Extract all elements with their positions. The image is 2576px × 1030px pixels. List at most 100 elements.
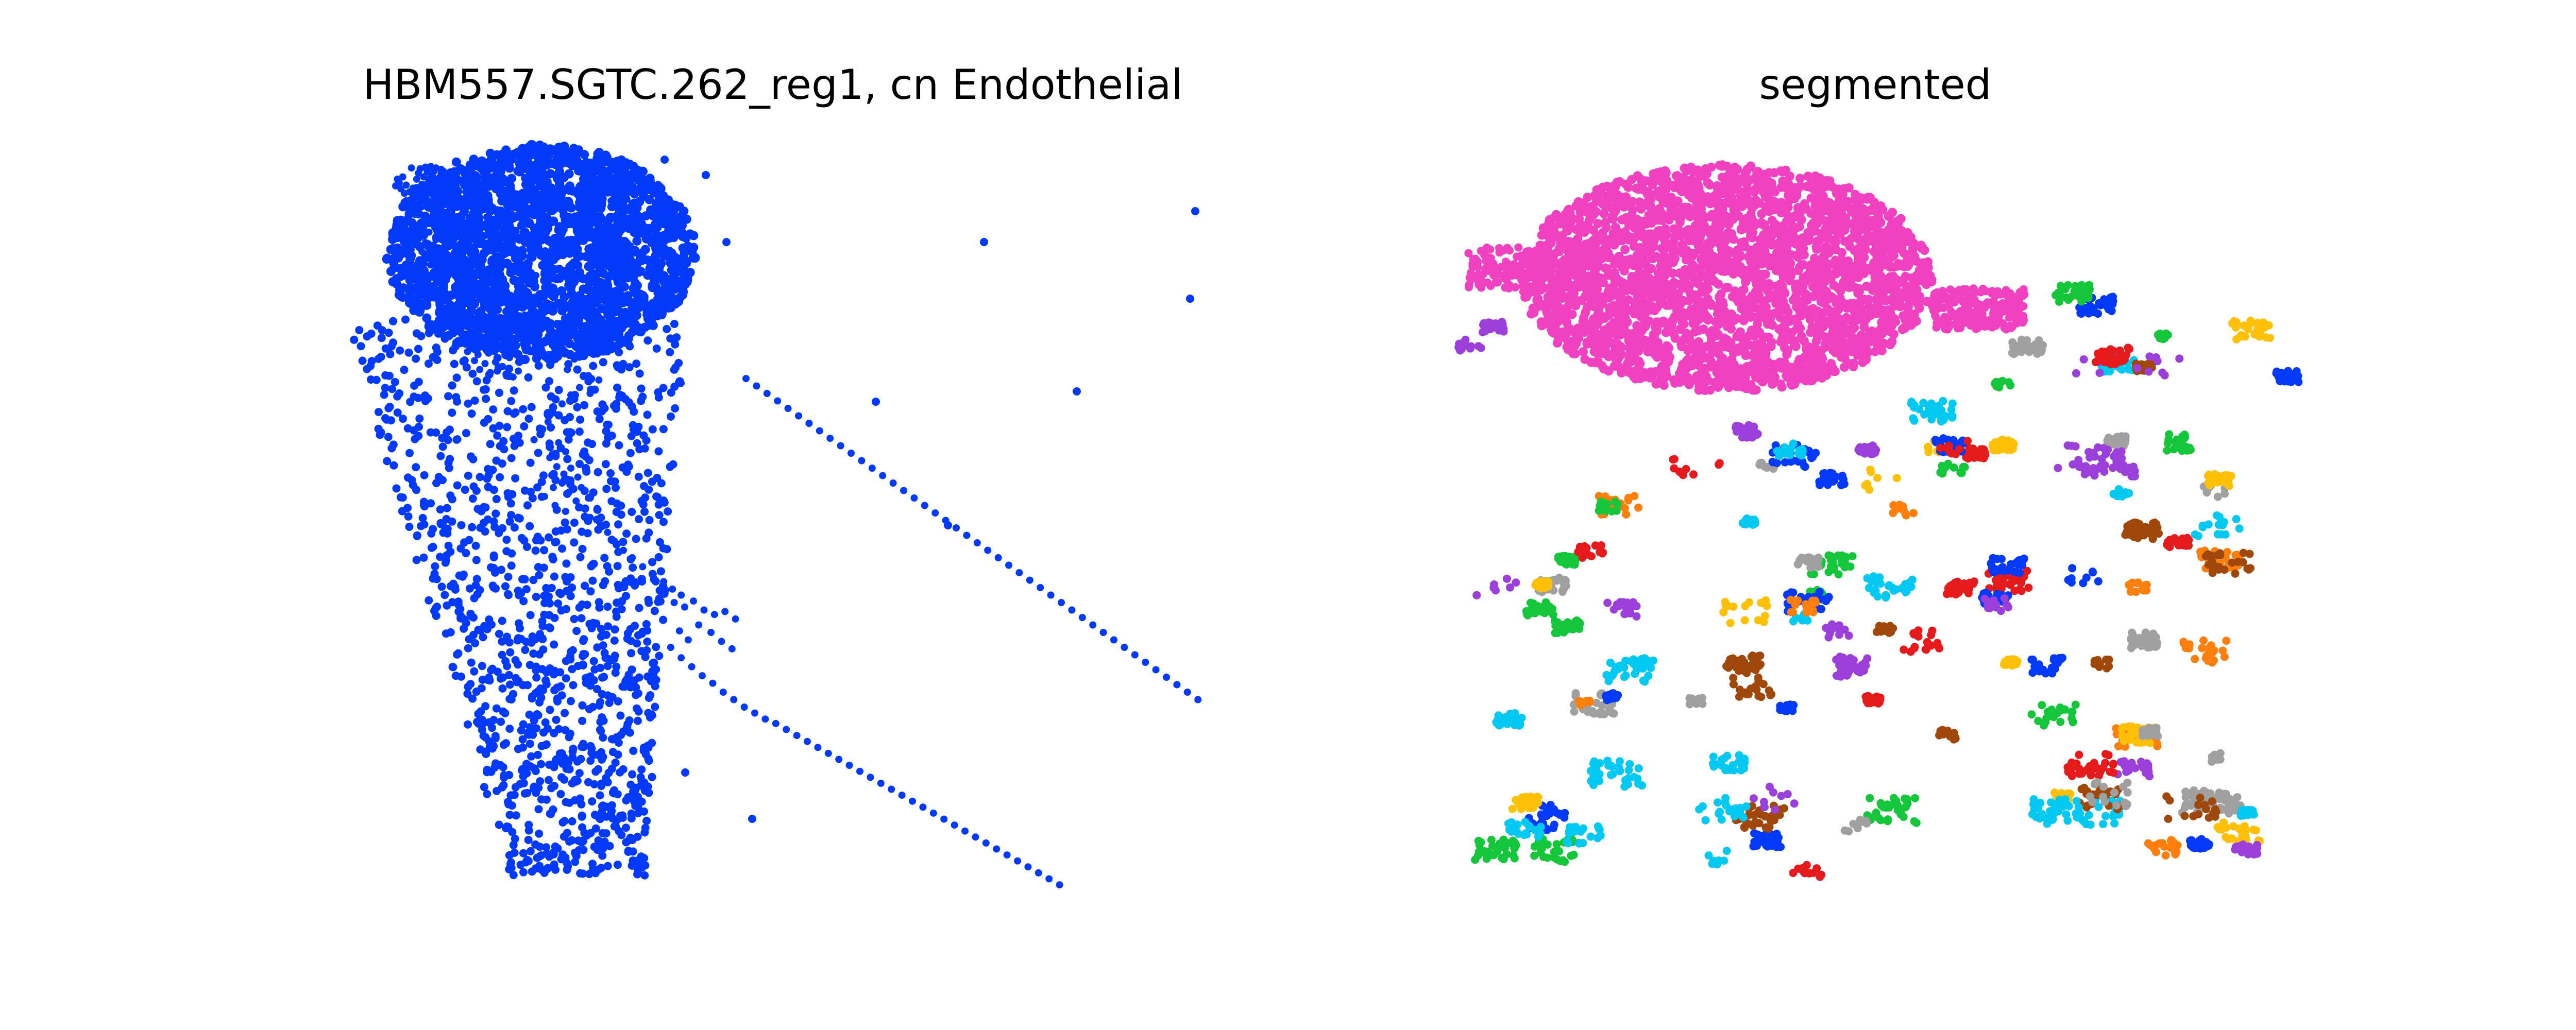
cell-point	[496, 473, 504, 482]
cell-point	[562, 798, 570, 806]
cell-point	[634, 631, 642, 640]
right-scatter-plot	[1454, 160, 2303, 881]
cell-point	[551, 287, 561, 297]
cell-point	[576, 415, 584, 424]
cell-point	[519, 405, 528, 414]
cell-point	[643, 626, 652, 635]
cell-point	[376, 431, 384, 439]
cell-point	[599, 844, 607, 853]
cell-point	[388, 317, 397, 325]
cell-point	[595, 598, 603, 607]
cell-point	[357, 342, 365, 351]
cell-point	[389, 461, 398, 470]
cell-point	[539, 645, 548, 654]
cell-point	[443, 524, 452, 533]
cell-point	[566, 592, 575, 600]
cell-point	[643, 638, 652, 646]
cell-point	[462, 314, 469, 321]
cell-point	[486, 369, 494, 376]
cell-point	[590, 780, 599, 788]
cell-point	[602, 177, 612, 187]
cell-point	[465, 584, 474, 593]
cell-point	[542, 843, 551, 852]
cell-point	[567, 260, 577, 270]
cell-point	[719, 689, 727, 696]
cell-point	[472, 316, 480, 324]
cell-point	[535, 571, 544, 579]
cell-point	[605, 300, 613, 307]
cell-point	[585, 705, 594, 713]
cell-point	[534, 222, 544, 232]
cell-point	[411, 241, 419, 248]
cell-point	[626, 683, 635, 692]
cell-point	[524, 415, 533, 423]
cell-point	[558, 544, 566, 553]
cell-point	[598, 400, 607, 409]
cell-point	[468, 523, 476, 531]
cell-point	[625, 716, 634, 725]
cell-point	[432, 279, 440, 287]
cell-point	[470, 667, 479, 676]
cell-point	[430, 286, 438, 294]
cell-point	[425, 329, 433, 337]
cell-point	[660, 578, 668, 586]
cell-point	[478, 662, 486, 671]
cell-point	[488, 237, 496, 245]
cell-point	[531, 840, 540, 849]
cell-point	[632, 281, 642, 290]
cell-point	[499, 673, 507, 682]
cell-point	[616, 390, 624, 399]
cell-point	[421, 391, 429, 400]
cell-point	[564, 169, 574, 179]
cell-point	[579, 346, 587, 354]
cell-point	[472, 234, 480, 242]
cell-point	[611, 625, 619, 634]
cell-point	[595, 415, 604, 423]
cell-point	[600, 554, 609, 562]
cell-point	[441, 312, 449, 320]
cell-point	[506, 648, 515, 657]
cell-point	[519, 868, 528, 877]
cell-point	[478, 340, 485, 348]
cell-point	[585, 494, 592, 502]
cell-point	[455, 294, 463, 302]
cell-point	[451, 582, 460, 591]
cell-point	[560, 470, 568, 478]
cell-point	[643, 410, 652, 419]
cell-point	[506, 354, 513, 362]
outlier-point	[872, 398, 880, 406]
cell-point	[919, 803, 927, 811]
cell-point	[603, 562, 612, 571]
cell-point	[562, 674, 570, 683]
cell-point	[502, 536, 511, 544]
cell-point	[651, 702, 659, 711]
cell-point	[858, 457, 866, 465]
cell-point	[521, 646, 530, 654]
cell-point	[601, 460, 610, 469]
cell-point	[675, 202, 685, 212]
cell-point	[669, 585, 676, 593]
cell-point	[446, 192, 454, 199]
cell-point	[373, 321, 382, 330]
cell-point	[499, 763, 507, 771]
cell-point	[546, 706, 554, 714]
cell-point	[386, 245, 396, 254]
cell-point	[396, 346, 404, 355]
cell-point	[581, 295, 591, 304]
cell-point	[667, 274, 676, 284]
cell-point	[453, 397, 462, 406]
cell-point	[579, 650, 588, 659]
cell-point	[499, 707, 507, 716]
cell-point	[557, 606, 566, 615]
cell-point	[501, 318, 510, 327]
outlier-point	[980, 238, 988, 246]
cell-point	[539, 192, 549, 201]
cell-point	[506, 327, 515, 335]
cell-point	[381, 371, 390, 380]
cell-point	[462, 429, 470, 437]
cell-point	[444, 436, 452, 444]
cell-point	[577, 800, 586, 809]
cell-point	[611, 185, 618, 193]
cell-point	[640, 854, 649, 863]
cell-point	[622, 592, 630, 600]
